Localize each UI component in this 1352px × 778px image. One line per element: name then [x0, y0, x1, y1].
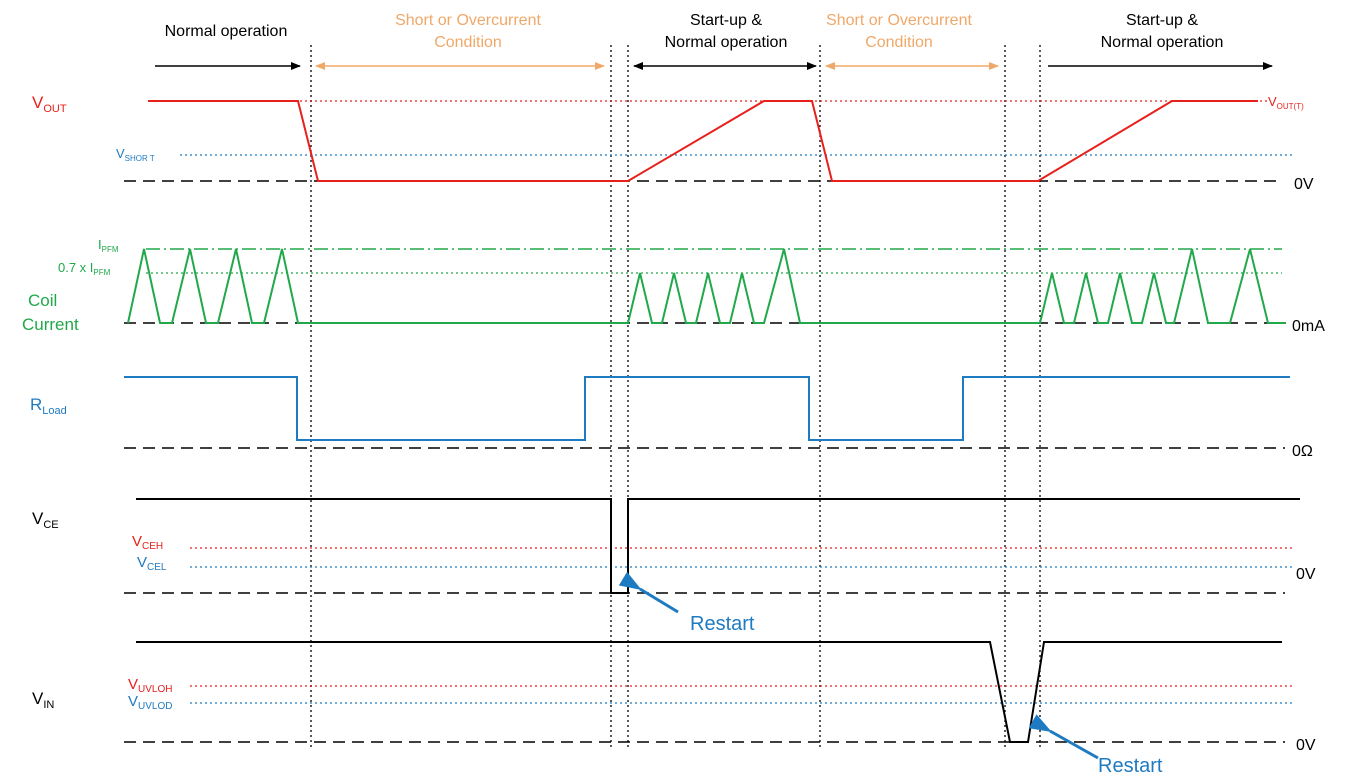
- restart-arrow-1: [618, 571, 679, 614]
- rload-signal-label: RLoad: [30, 395, 67, 417]
- phase-startup-label-1: Start-up &: [690, 12, 762, 29]
- phase-short-label-4: Condition: [865, 34, 933, 51]
- vshort-level-label: VSHOR T: [116, 146, 155, 163]
- coil-signal-label-2: Current: [22, 315, 79, 334]
- phase-short-label-3: Short or Overcurrent: [826, 12, 972, 29]
- vuvlod-level-label: VUVLOD: [128, 693, 172, 712]
- vout-section: VOUT VSHOR T VOUT(T) 0V: [32, 93, 1314, 193]
- vin-signal-label: VIN: [32, 689, 54, 711]
- rload-section: RLoad 0Ω: [30, 376, 1313, 460]
- vin-section: VIN VUVLOH VUVLOD 0V Restart: [32, 641, 1316, 777]
- vout-waveform: [148, 100, 1258, 182]
- vce-waveform: [136, 498, 1300, 594]
- rload-waveform: [124, 376, 1290, 441]
- phase-startup-label-3: Start-up &: [1126, 12, 1198, 29]
- vcel-level-label: VCEL: [137, 554, 167, 573]
- vuvloh-level-label: VUVLOH: [128, 676, 172, 695]
- vin-zero-label: 0V: [1296, 737, 1316, 754]
- restart-label-1: Restart: [690, 613, 755, 635]
- voutt-level-label: VOUT(T): [1268, 94, 1304, 111]
- coil-waveform: [127, 248, 1286, 324]
- phase-short-label-1: Short or Overcurrent: [395, 12, 541, 29]
- vout-signal-label: VOUT: [32, 93, 67, 115]
- vce-section: VCE VCEH VCEL 0V Restart: [32, 498, 1316, 635]
- phase-dividers: [310, 45, 1041, 748]
- coil-signal-label-1: Coil: [28, 291, 57, 310]
- phase-short-label-2: Condition: [434, 34, 502, 51]
- phase-startup-label-4: Normal operation: [1101, 34, 1224, 51]
- vceh-level-label: VCEH: [132, 533, 163, 552]
- vce-signal-label: VCE: [32, 509, 59, 531]
- restart-arrow-2: [1028, 714, 1099, 760]
- restart-label-2: Restart: [1098, 755, 1163, 777]
- phase-labels: Normal operation Short or Overcurrent Co…: [165, 12, 1224, 51]
- vce-zero-label: 0V: [1296, 566, 1316, 583]
- coil-zero-label: 0mA: [1292, 318, 1325, 335]
- vout-zero-label: 0V: [1294, 176, 1314, 193]
- phase-normal-operation-label: Normal operation: [165, 23, 288, 40]
- coil-section: Coil Current IPFM 0.7 x IPFM 0mA: [22, 237, 1325, 335]
- ipfm07-level-label: 0.7 x IPFM: [58, 260, 111, 277]
- phase-startup-label-2: Normal operation: [665, 34, 788, 51]
- rload-zero-label: 0Ω: [1292, 443, 1313, 460]
- ipfm-level-label: IPFM: [98, 237, 119, 254]
- vin-waveform: [136, 641, 1282, 743]
